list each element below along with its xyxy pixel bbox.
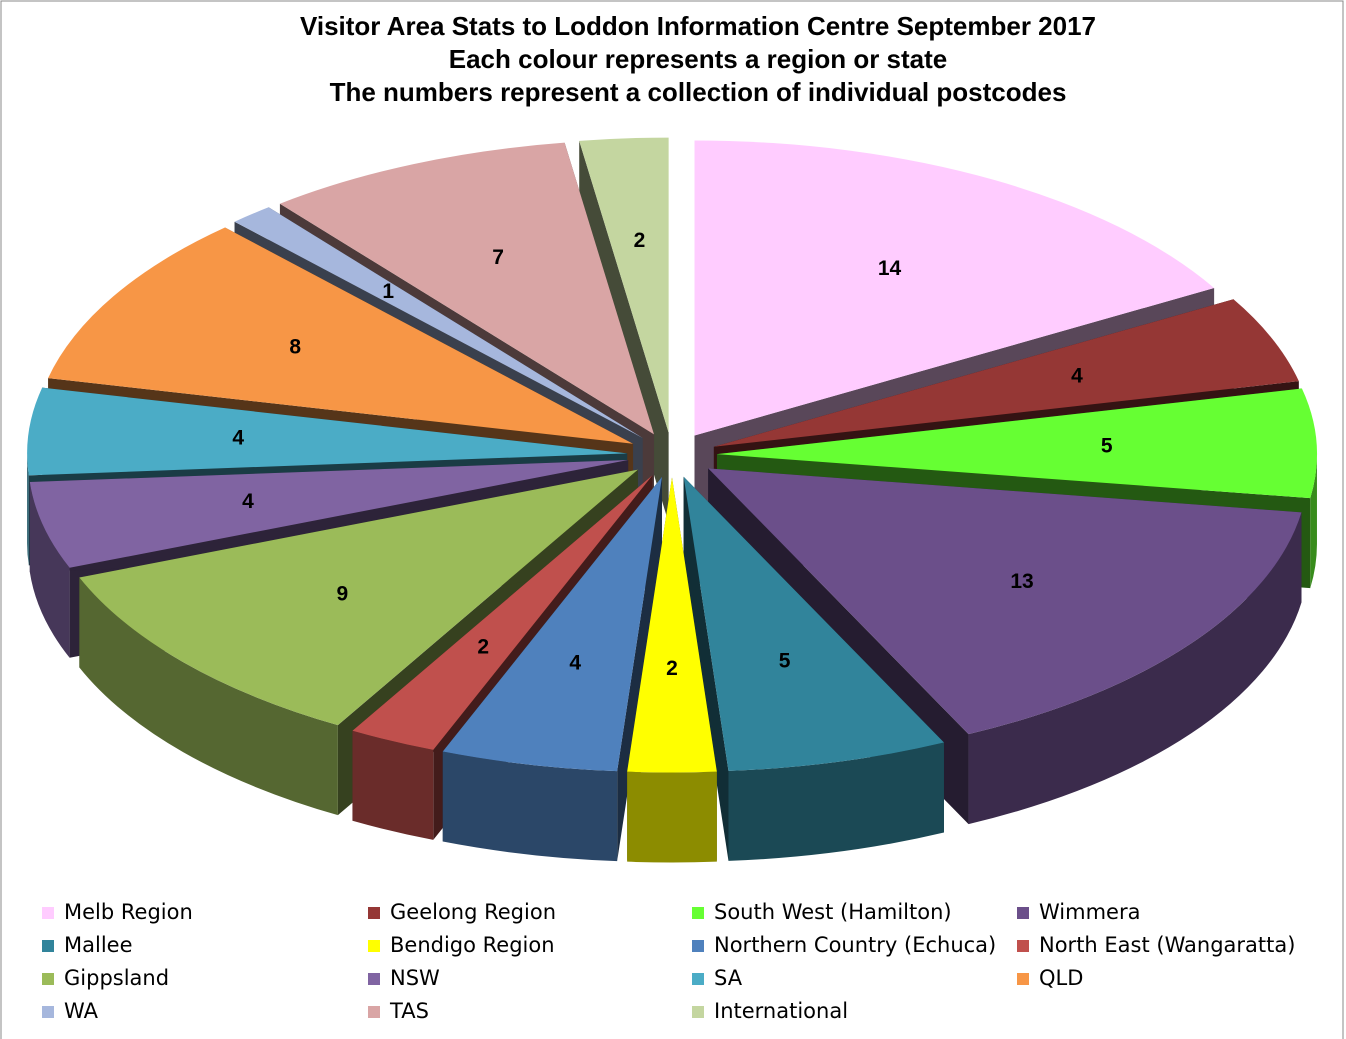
slice-top	[694, 140, 1215, 436]
slice-top	[79, 469, 638, 726]
legend-swatch	[692, 907, 704, 919]
legend-item: Gippsland	[42, 966, 169, 990]
legend-swatch	[1017, 907, 1029, 919]
legend-item: TAS	[368, 999, 429, 1023]
legend-item: South West (Hamilton)	[692, 900, 952, 924]
data-label: 1	[382, 280, 394, 303]
data-label: 4	[232, 427, 244, 450]
chart-title: Visitor Area Stats to Loddon Information…	[300, 11, 1096, 41]
data-label: 7	[492, 246, 504, 269]
legend-swatch	[368, 1006, 380, 1018]
legend-label: Gippsland	[64, 966, 169, 990]
legend-item: Wimmera	[1017, 900, 1140, 924]
legend-swatch	[42, 973, 54, 985]
slice-wall	[352, 730, 434, 840]
slice-side	[683, 476, 729, 861]
legend-swatch	[368, 973, 380, 985]
legend-item: Mallee	[42, 933, 133, 957]
legend-item: Geelong Region	[368, 900, 556, 924]
legend-swatch	[1017, 940, 1029, 952]
legend-swatch	[368, 940, 380, 952]
slice-wall	[968, 512, 1302, 825]
legend-label: QLD	[1039, 966, 1083, 990]
legend-swatch	[692, 940, 704, 952]
slice	[683, 476, 944, 861]
legend-item: NSW	[368, 966, 440, 990]
slice-top	[279, 142, 655, 435]
slice-top	[627, 477, 717, 773]
legend-swatch	[42, 1006, 54, 1018]
legend-label: Northern Country (Echuca)	[714, 933, 996, 957]
legend-item: Melb Region	[42, 900, 193, 924]
legend-label: Melb Region	[64, 900, 193, 924]
data-label: 2	[666, 657, 678, 680]
data-label: 9	[336, 582, 348, 605]
slice	[442, 476, 662, 862]
slice-top	[352, 475, 653, 750]
legend-label: NSW	[390, 966, 440, 990]
slice-top	[234, 207, 643, 438]
legend-item: International	[692, 999, 848, 1023]
slice-wall	[27, 453, 29, 566]
legend-label: Geelong Region	[390, 900, 556, 924]
slice-wall	[627, 771, 717, 863]
legend-swatch	[692, 1006, 704, 1018]
data-label: 4	[242, 490, 254, 513]
legend-item: SA	[692, 966, 743, 990]
legend-label: South West (Hamilton)	[714, 900, 952, 924]
slice-top	[579, 137, 669, 433]
legend-item: North East (Wangaratta)	[1017, 933, 1295, 957]
legend-swatch	[1017, 973, 1029, 985]
slice-wall	[442, 751, 618, 862]
slice-top	[708, 468, 1302, 735]
data-label: 2	[634, 229, 646, 252]
slice-top	[48, 227, 634, 444]
data-label: 8	[289, 335, 301, 358]
data-label: 4	[569, 651, 581, 674]
legend-item: Northern Country (Echuca)	[692, 933, 996, 957]
legend-item: Bendigo Region	[368, 933, 555, 957]
legend-label: TAS	[389, 999, 429, 1023]
legend-label: Mallee	[64, 933, 133, 957]
slice-top	[683, 476, 944, 771]
slice-top	[716, 388, 1317, 499]
legend-label: North East (Wangaratta)	[1039, 933, 1295, 957]
legend-swatch	[368, 907, 380, 919]
slice-wall	[1310, 454, 1317, 589]
legend-item: QLD	[1017, 966, 1083, 990]
data-label: 5	[779, 649, 791, 672]
data-label: 2	[477, 636, 489, 659]
slice-top	[29, 460, 629, 568]
legend-swatch	[42, 940, 54, 952]
legend-label: SA	[714, 966, 743, 990]
slice-top	[27, 387, 628, 476]
legend-swatch	[692, 973, 704, 985]
slice-wall	[79, 577, 338, 816]
data-label: 14	[878, 257, 902, 280]
legend-swatch	[42, 907, 54, 919]
legend-label: WA	[64, 999, 99, 1023]
slice-top	[713, 299, 1299, 447]
chart-subtitle: Each colour represents a region or state	[449, 44, 948, 74]
legend-label: Wimmera	[1039, 900, 1140, 924]
slice-wall	[728, 742, 944, 861]
data-label: 4	[1071, 364, 1083, 387]
slice-top	[442, 476, 662, 772]
data-label: 13	[1010, 570, 1033, 593]
data-label: 5	[1101, 435, 1113, 458]
legend-item: WA	[42, 999, 99, 1023]
slice	[627, 477, 717, 863]
slice-wall	[29, 482, 70, 658]
chart-subtitle: The numbers represent a collection of in…	[330, 77, 1067, 107]
legend-label: Bendigo Region	[390, 933, 555, 957]
legend-label: International	[714, 999, 848, 1023]
